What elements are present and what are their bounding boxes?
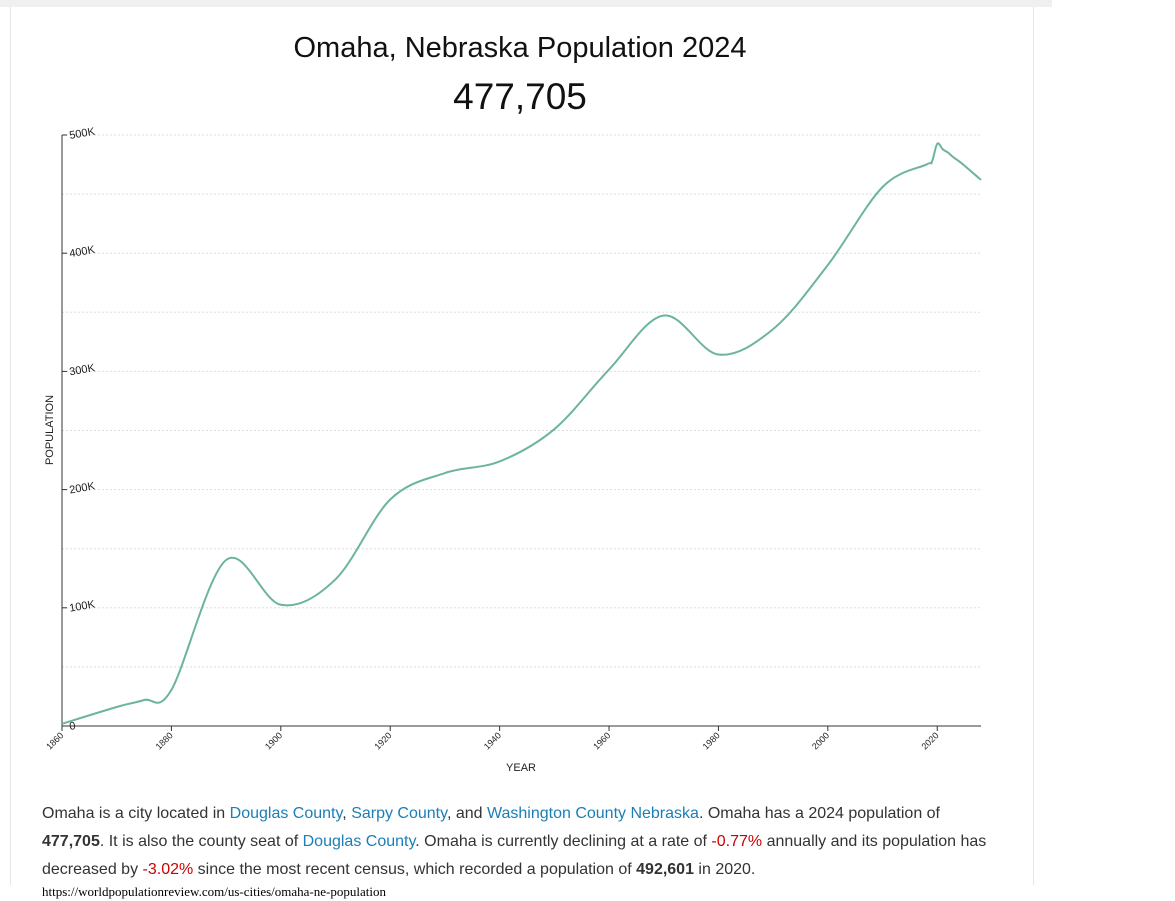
y-tick-label: 200K <box>68 480 96 496</box>
desc-text: Omaha is a city located in <box>42 805 230 822</box>
top-bar <box>0 0 1052 7</box>
x-tick-label: 1980 <box>701 730 722 751</box>
washington-county-link[interactable]: Washington County Nebraska <box>486 805 699 822</box>
x-tick-label: 1900 <box>263 730 284 751</box>
x-tick-label: 1920 <box>372 730 393 751</box>
x-tick-label: 1860 <box>44 730 65 751</box>
y-axis-label: POPULATION <box>44 395 56 465</box>
douglas-county-link[interactable]: Douglas County <box>229 805 343 822</box>
since-census-rate: -3.02% <box>142 861 194 878</box>
population-line <box>61 142 982 725</box>
desc-text: . Omaha is currently declining at a rate… <box>415 833 712 850</box>
annual-rate: -0.77% <box>711 833 763 850</box>
y-tick-label: 100K <box>68 598 96 614</box>
x-axis-label: YEAR <box>506 762 536 774</box>
x-tick-label: 2000 <box>810 730 831 751</box>
y-tick-label: 500K <box>68 126 96 142</box>
sarpy-county-link[interactable]: Sarpy County <box>351 805 447 822</box>
desc-text: , and <box>446 805 487 822</box>
population-value: 477,705 <box>453 76 587 117</box>
desc-text: . Omaha has a 2024 population of <box>698 805 940 822</box>
desc-text: since the most recent census, which reco… <box>193 861 637 878</box>
x-tick-label: 1960 <box>591 730 612 751</box>
desc-text: . It is also the county seat of <box>99 833 303 850</box>
content-border-left <box>10 7 11 885</box>
content-border-right <box>1033 7 1034 885</box>
desc-text: , <box>342 805 352 822</box>
y-tick-label: 0 <box>68 720 76 733</box>
chart-title: Omaha, Nebraska Population 2024 <box>293 32 747 64</box>
grid-layer <box>62 134 981 668</box>
douglas-county-seat-link[interactable]: Douglas County <box>302 833 416 850</box>
x-tick-label: 1940 <box>482 730 503 751</box>
line-layer <box>61 142 982 725</box>
x-tick-label: 1880 <box>154 730 175 751</box>
source-url: https://worldpopulationreview.com/us-cit… <box>42 884 386 899</box>
y-tick-label: 300K <box>68 362 96 378</box>
census-population-bold: 492,601 <box>636 861 694 878</box>
desc-text: in 2020. <box>693 861 756 878</box>
x-tick-label: 2020 <box>919 730 940 751</box>
y-tick-label: 400K <box>68 244 96 260</box>
population-2024-bold: 477,705 <box>42 833 100 850</box>
population-chart: 0 100K 200K 300K 400K 500K 1860 1880 1900 1920 194… <box>44 126 982 774</box>
description-paragraph: Omaha is a city located in Douglas Count… <box>42 800 1002 884</box>
desc-text: annually and its population has decrease… <box>42 833 987 878</box>
